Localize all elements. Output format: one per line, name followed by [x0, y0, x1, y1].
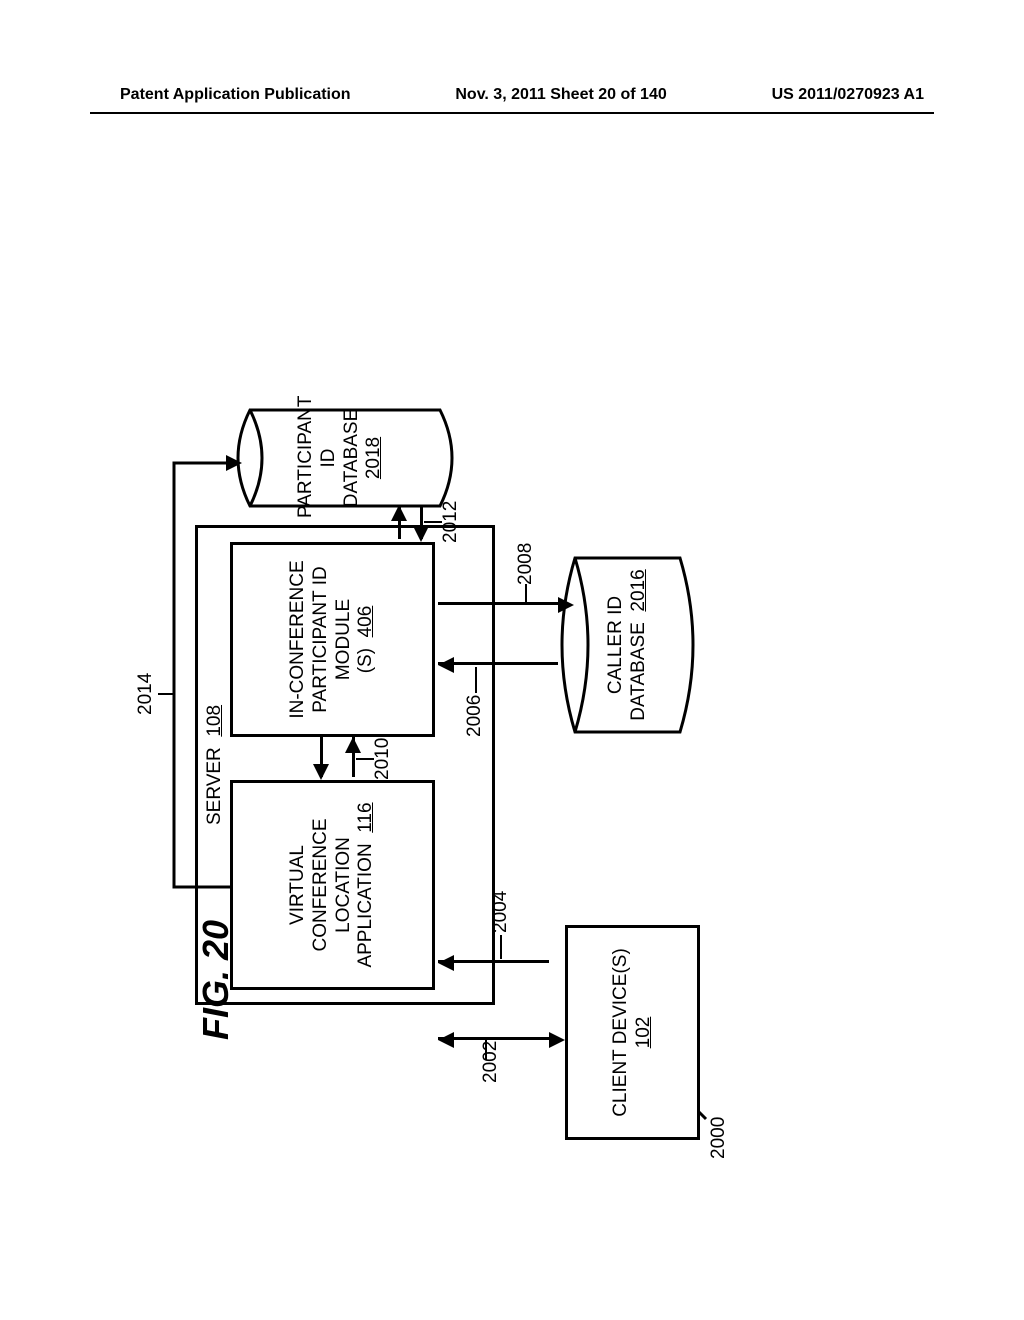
client-ref: 102 — [633, 1017, 656, 1049]
arrow-2010-head-l — [313, 764, 329, 780]
page-header: Patent Application Publication Nov. 3, 2… — [0, 86, 1024, 104]
leader-2002 — [485, 1040, 487, 1060]
vcla-l3: APPLICATION 116 — [355, 802, 378, 967]
pidmod-l2: PARTICIPANT ID MODULE — [310, 545, 356, 734]
arrow-2012-head-l — [413, 526, 429, 542]
header-right: US 2011/0270923 A1 — [772, 86, 924, 104]
header-rule — [90, 112, 934, 114]
arrow-2008-head — [558, 597, 574, 613]
arrow-2004-head — [438, 955, 454, 971]
arrow-2002-head2 — [549, 1032, 565, 1048]
arrow-2010-head-r — [345, 737, 361, 753]
header-center: Nov. 3, 2011 Sheet 20 of 140 — [455, 86, 666, 104]
leader-2004 — [500, 935, 502, 959]
arrow-2006-head — [438, 657, 454, 673]
ref-2010: 2010 — [372, 738, 394, 780]
pidmod-l1: IN-CONFERENCE — [287, 560, 310, 718]
figure-label: FIG. 20 — [195, 920, 237, 1040]
leader-2012 — [424, 521, 442, 523]
arrow-2008-line — [438, 602, 558, 605]
arrow-2014-head — [226, 455, 242, 471]
figure-20-diagram: 2000 SERVER 108 VIRTUAL CONFERENCE LOCAT… — [0, 385, 810, 845]
header-left: Patent Application Publication — [120, 86, 351, 104]
arrow-2014-path — [154, 450, 244, 890]
arrow-2012-head-r — [391, 505, 407, 521]
leader-2010 — [356, 758, 374, 760]
arrow-2002-head1 — [438, 1032, 454, 1048]
vcla-l2: LOCATION — [333, 837, 356, 933]
client-box: CLIENT DEVICE(S) 102 — [565, 925, 700, 1140]
pidmod-l3: (S) 406 — [355, 606, 378, 674]
caller-db-cylinder: CALLER ID DATABASE 2016 — [555, 540, 700, 750]
arrow-2004-line — [438, 960, 549, 963]
leader-2014 — [158, 693, 174, 695]
arrow-2006-line — [438, 662, 558, 665]
caller-db-text: CALLER ID DATABASE 2016 — [605, 540, 651, 750]
leader-2006 — [475, 667, 477, 693]
leader-2008 — [525, 584, 527, 602]
ref-2006: 2006 — [464, 695, 486, 737]
vcla-l1: VIRTUAL CONFERENCE — [287, 783, 333, 987]
ref-2014: 2014 — [135, 673, 157, 715]
arrow-2002-line — [438, 1037, 549, 1040]
pid-db-text: PARTICIPANT ID DATABASE 2018 — [295, 398, 386, 518]
pid-db-cylinder: PARTICIPANT ID DATABASE 2018 — [230, 398, 460, 518]
ref-2008: 2008 — [515, 543, 537, 585]
ref-2012: 2012 — [440, 501, 462, 543]
ref-2004: 2004 — [490, 891, 512, 933]
pidmod-box: IN-CONFERENCE PARTICIPANT ID MODULE (S) … — [230, 542, 435, 737]
client-l1: CLIENT DEVICE(S) — [610, 948, 633, 1117]
vcla-box: VIRTUAL CONFERENCE LOCATION APPLICATION … — [230, 780, 435, 990]
ref-2002: 2002 — [480, 1041, 502, 1083]
